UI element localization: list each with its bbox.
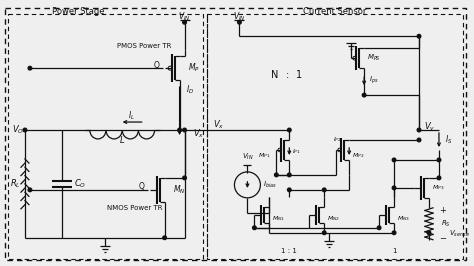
Text: $I_S$: $I_S$ (445, 134, 453, 146)
Circle shape (28, 188, 32, 192)
Circle shape (392, 186, 396, 190)
Text: $-$: $-$ (439, 232, 447, 241)
Text: $M_{N3}$: $M_{N3}$ (397, 214, 410, 223)
Text: N: N (271, 70, 278, 80)
Text: Q: Q (139, 182, 145, 191)
Circle shape (183, 176, 186, 180)
Text: $I_D$: $I_D$ (185, 84, 194, 96)
Text: $L$: $L$ (118, 135, 125, 146)
Text: 1: 1 (296, 70, 302, 80)
Text: :: : (286, 70, 289, 80)
Circle shape (392, 231, 396, 235)
Circle shape (437, 176, 441, 180)
Circle shape (427, 231, 431, 235)
Circle shape (322, 188, 326, 192)
Bar (8, 14, 202, 259)
Text: $V_x$: $V_x$ (213, 119, 225, 131)
Text: $I_{bias}$: $I_{bias}$ (264, 180, 277, 190)
Text: $V_x$: $V_x$ (192, 128, 204, 140)
Text: $M_{N2}$: $M_{N2}$ (327, 214, 340, 223)
Text: $I_{P1}$: $I_{P1}$ (292, 148, 301, 156)
Text: Current Sensor: Current Sensor (302, 7, 366, 16)
Text: Power Stage: Power Stage (52, 7, 104, 16)
Circle shape (253, 226, 256, 230)
Text: $V_{IN}$: $V_{IN}$ (178, 10, 191, 23)
Text: $V_{sense}$: $V_{sense}$ (449, 229, 470, 239)
Circle shape (437, 158, 441, 162)
Circle shape (417, 138, 421, 142)
Circle shape (23, 128, 27, 132)
Circle shape (288, 173, 291, 177)
Text: $V_O$: $V_O$ (12, 124, 24, 136)
Text: $R_L$: $R_L$ (9, 178, 20, 190)
Text: $M_{P2}$: $M_{P2}$ (352, 152, 365, 160)
Circle shape (288, 188, 291, 192)
Text: $I_{P2}$: $I_{P2}$ (333, 136, 342, 144)
Circle shape (163, 236, 166, 240)
Text: NMOS Power TR: NMOS Power TR (107, 205, 163, 211)
Circle shape (28, 66, 32, 70)
Circle shape (417, 128, 421, 132)
Text: +: + (439, 206, 446, 215)
Text: 1: 1 (392, 248, 396, 254)
Text: $M_{P3}$: $M_{P3}$ (432, 184, 444, 192)
Circle shape (392, 158, 396, 162)
Text: $V_{IN}$: $V_{IN}$ (233, 10, 246, 23)
Circle shape (377, 226, 381, 230)
Text: $R_S$: $R_S$ (441, 219, 451, 229)
Circle shape (322, 231, 326, 235)
Text: $I_{ps}$: $I_{ps}$ (369, 74, 379, 86)
Circle shape (362, 93, 366, 97)
Circle shape (178, 128, 182, 132)
Text: $V_{IN}$: $V_{IN}$ (242, 152, 253, 162)
Text: Q: Q (154, 61, 160, 70)
Text: $M_{PS}$: $M_{PS}$ (367, 53, 381, 63)
Text: PMOS Power TR: PMOS Power TR (118, 43, 172, 49)
Text: $I_L$: $I_L$ (128, 110, 135, 122)
Text: $M_P$: $M_P$ (188, 62, 200, 74)
Text: $C_O$: $C_O$ (74, 178, 86, 190)
Text: $M_{N1}$: $M_{N1}$ (273, 214, 285, 223)
Circle shape (417, 34, 421, 38)
Text: $V_y$: $V_y$ (424, 120, 435, 134)
Circle shape (237, 20, 241, 24)
Text: $M_N$: $M_N$ (173, 184, 185, 196)
Circle shape (288, 128, 291, 132)
Text: 1 : 1: 1 : 1 (282, 248, 297, 254)
Circle shape (183, 20, 186, 24)
Circle shape (183, 128, 186, 132)
Circle shape (274, 173, 278, 177)
Bar (207, 14, 463, 259)
Text: $M_{P1}$: $M_{P1}$ (258, 152, 270, 160)
